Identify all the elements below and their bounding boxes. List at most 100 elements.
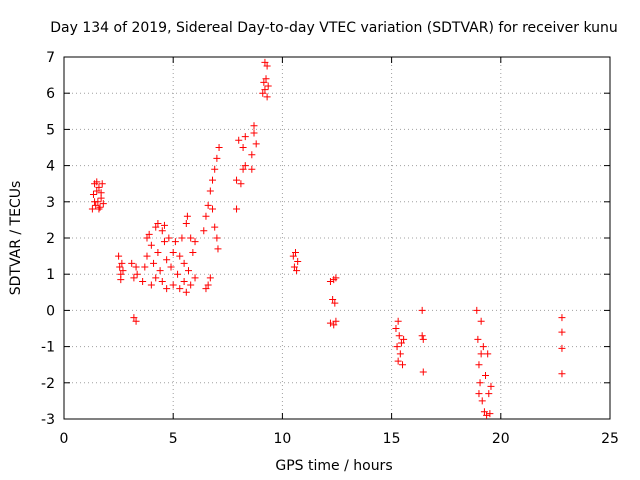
data-point	[178, 234, 186, 242]
data-point	[147, 241, 155, 249]
data-point	[215, 144, 223, 151]
data-point	[213, 234, 221, 242]
data-point	[191, 274, 199, 282]
data-point	[202, 285, 210, 293]
data-point	[261, 86, 269, 94]
data-point	[116, 263, 124, 271]
data-point	[331, 299, 339, 307]
x-tick-label: 25	[601, 431, 619, 447]
data-point	[152, 274, 160, 282]
data-point	[89, 191, 97, 199]
y-tick-label: 1	[46, 267, 55, 283]
data-point	[290, 263, 298, 271]
x-tick-label: 10	[273, 431, 291, 447]
data-point	[163, 256, 171, 264]
data-point	[99, 200, 107, 208]
data-point	[250, 122, 258, 130]
data-point	[233, 176, 241, 184]
data-point	[97, 189, 105, 197]
data-point	[396, 350, 404, 358]
data-point	[98, 180, 106, 188]
data-point	[233, 205, 241, 213]
data-point	[479, 343, 487, 351]
data-point	[204, 281, 212, 289]
x-tick-label: 15	[383, 431, 401, 447]
data-point	[482, 372, 490, 380]
data-point	[262, 75, 270, 83]
data-point	[397, 339, 405, 347]
y-tick-label: 3	[46, 195, 55, 211]
data-point	[418, 332, 426, 340]
data-point	[475, 361, 483, 369]
y-tick-label: 0	[46, 303, 55, 319]
data-point	[167, 263, 175, 271]
data-point	[330, 321, 338, 329]
data-point	[235, 136, 243, 144]
data-point	[263, 62, 271, 70]
data-point	[293, 267, 301, 275]
data-point	[182, 220, 190, 228]
data-point	[139, 277, 147, 285]
data-point	[117, 276, 125, 284]
data-point	[88, 205, 96, 213]
data-point	[130, 314, 138, 322]
data-point	[158, 277, 166, 285]
data-point	[394, 317, 402, 325]
data-point	[160, 238, 168, 246]
y-tick-label: 4	[46, 159, 55, 175]
data-point	[163, 285, 171, 293]
data-points	[88, 58, 566, 419]
data-point	[289, 252, 297, 260]
data-point	[143, 234, 151, 242]
data-point	[189, 248, 197, 256]
data-point	[141, 263, 149, 271]
data-point	[209, 205, 217, 213]
data-point	[156, 267, 164, 275]
data-point	[150, 259, 158, 267]
data-point	[169, 281, 177, 289]
data-point	[160, 221, 168, 229]
data-point	[419, 368, 427, 376]
data-point	[169, 248, 177, 256]
data-point	[329, 296, 337, 304]
data-point	[558, 344, 566, 352]
data-point	[132, 263, 140, 271]
data-point	[261, 58, 269, 66]
data-point	[477, 350, 485, 358]
data-point	[176, 252, 184, 260]
y-tick-label: -3	[41, 412, 55, 428]
data-point	[154, 220, 162, 228]
y-axis-label: SDTVAR / TECUs	[8, 181, 24, 296]
data-point	[248, 151, 256, 159]
data-point	[392, 325, 400, 332]
data-point	[480, 408, 488, 416]
data-point	[476, 379, 484, 387]
data-point	[487, 382, 495, 390]
data-point	[132, 317, 140, 325]
data-point	[558, 314, 566, 322]
data-point	[264, 82, 272, 90]
data-point	[239, 165, 247, 173]
data-point	[484, 350, 492, 358]
data-point	[165, 234, 173, 242]
data-point	[478, 397, 486, 405]
data-point	[128, 259, 136, 267]
data-point	[93, 178, 101, 186]
data-point	[252, 140, 260, 148]
data-point	[182, 288, 190, 296]
y-tick-label: 7	[46, 50, 55, 66]
data-point	[474, 335, 482, 343]
data-point	[250, 129, 258, 137]
data-point	[152, 223, 160, 231]
data-point	[326, 277, 334, 285]
data-point	[133, 270, 141, 278]
data-point	[395, 332, 403, 340]
data-point	[93, 187, 101, 195]
data-point	[176, 285, 184, 293]
data-point	[184, 267, 192, 275]
x-tick-label: 5	[169, 431, 178, 447]
y-tick-label: 6	[46, 86, 55, 102]
data-point	[95, 183, 103, 191]
data-point	[400, 335, 408, 343]
